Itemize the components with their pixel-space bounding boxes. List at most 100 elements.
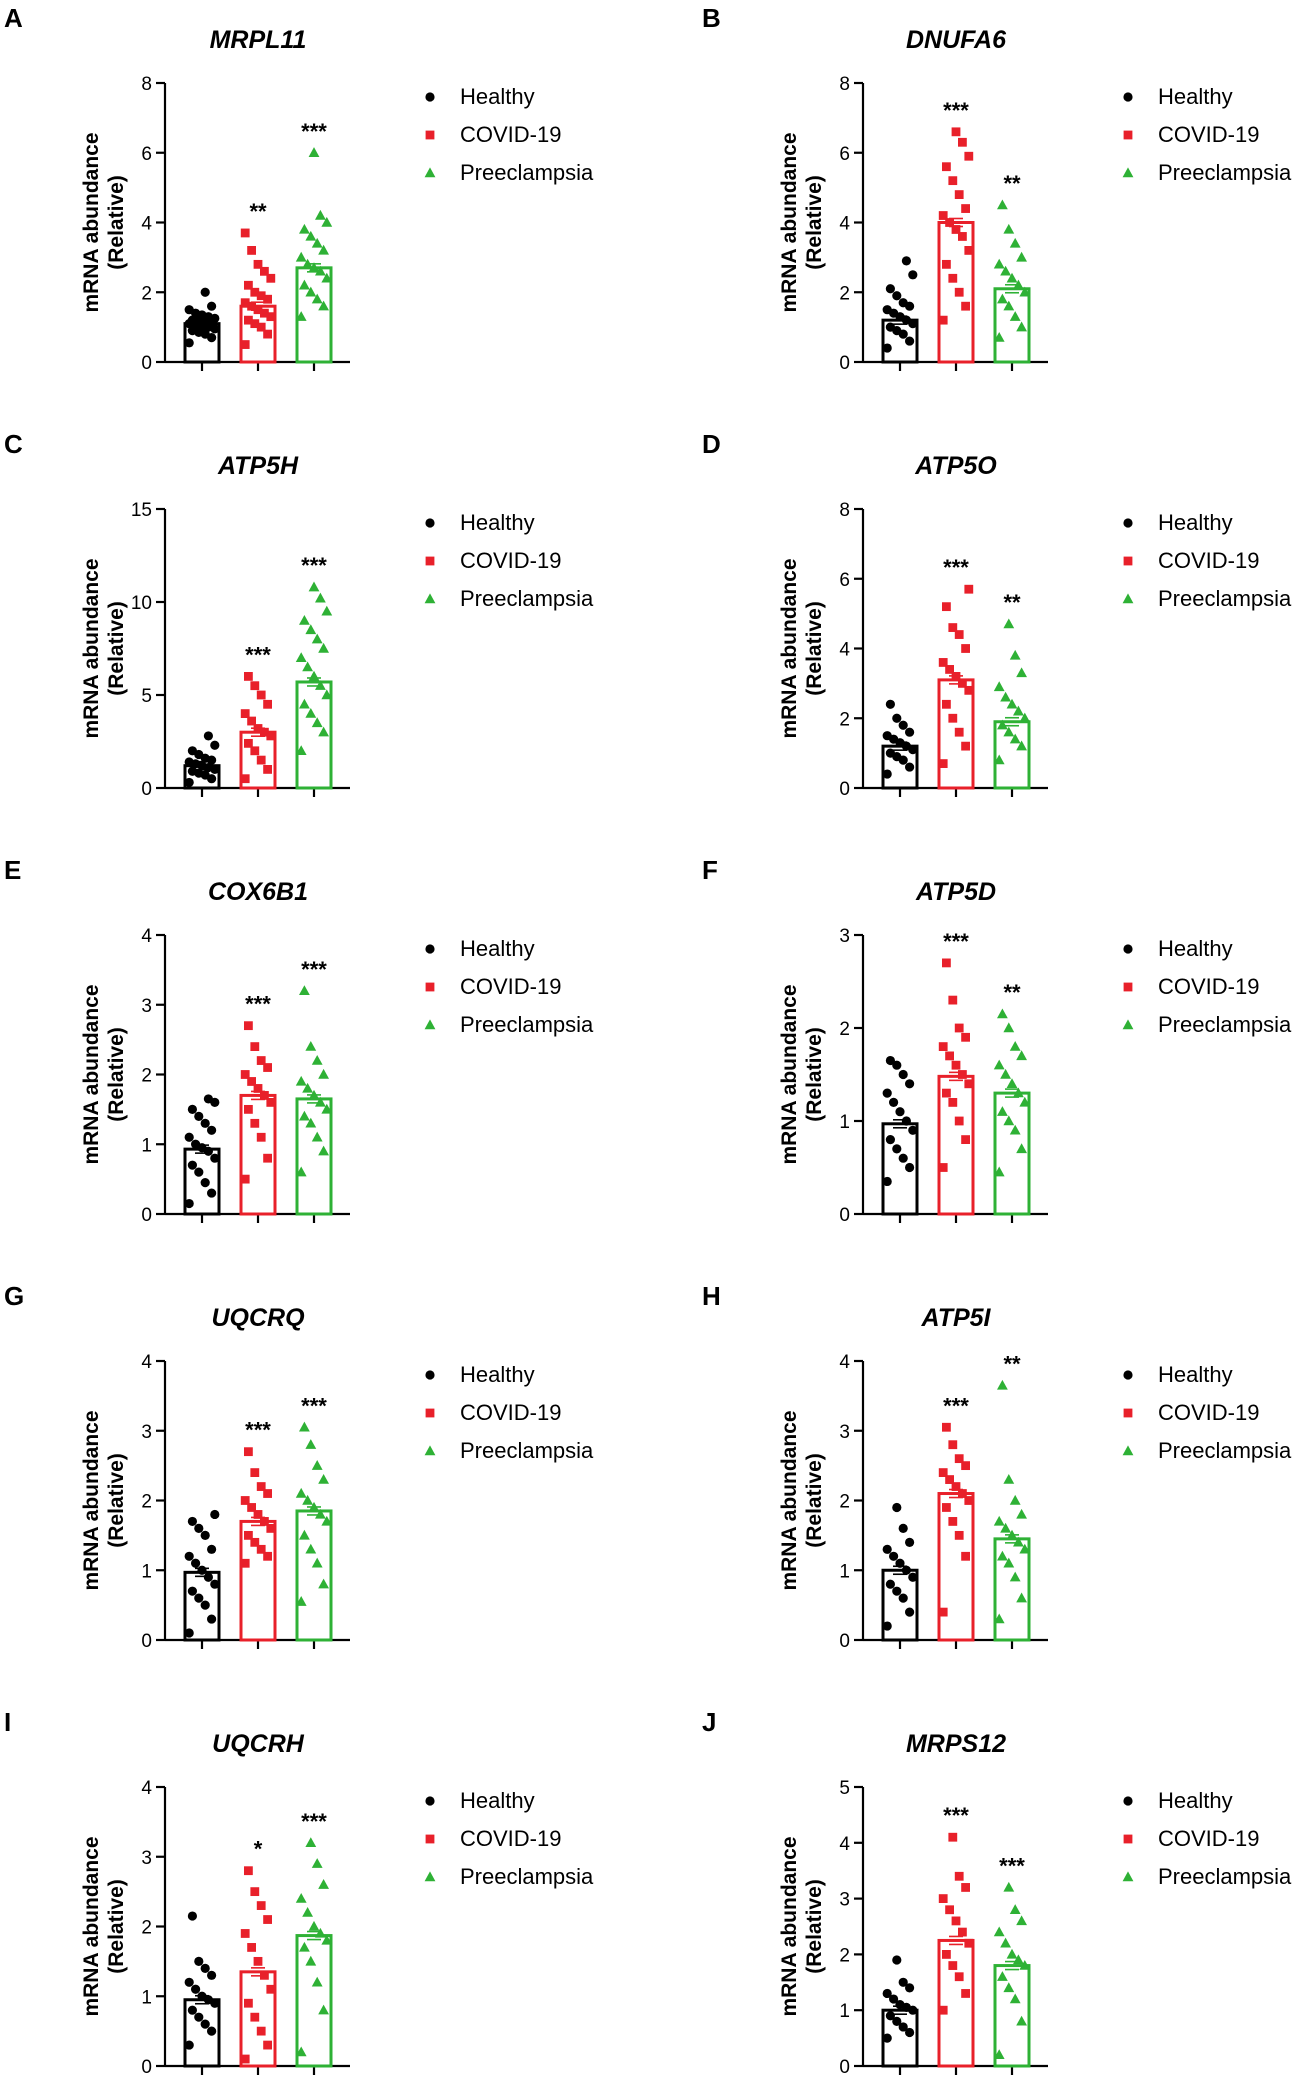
data-point-healthy: [882, 769, 892, 779]
data-point-covid-19: [951, 225, 961, 234]
data-point-covid-19: [938, 2005, 948, 2015]
y-tick-label: 2: [141, 283, 152, 304]
data-point-healthy: [207, 1188, 217, 1198]
data-point-preeclampsia: [997, 1008, 1008, 1019]
data-point-preeclampsia: [308, 1920, 320, 1931]
data-point-healthy: [892, 1955, 902, 1965]
significance-label: **: [1003, 980, 1021, 1005]
legend-label: Healthy: [1158, 510, 1233, 535]
data-point-preeclampsia: [1006, 1948, 1018, 1959]
legend-marker-covid-19: [425, 1834, 435, 1844]
data-point-preeclampsia: [318, 642, 329, 653]
data-point-preeclampsia: [1016, 1050, 1027, 1061]
data-point-healthy: [908, 1572, 918, 1582]
data-point-preeclampsia: [1009, 1904, 1021, 1914]
data-point-healthy: [895, 1107, 905, 1117]
data-point-healthy: [901, 1565, 911, 1575]
data-point-covid-19: [945, 218, 954, 227]
data-point-preeclampsia: [321, 1103, 333, 1114]
data-point-preeclampsia: [315, 1096, 326, 1107]
data-point-preeclampsia: [997, 199, 1008, 210]
data-point-healthy: [184, 1551, 194, 1561]
data-point-healthy: [210, 1509, 220, 1520]
data-point-covid-19: [260, 308, 269, 318]
data-point-preeclampsia: [1013, 1536, 1024, 1547]
significance-label: **: [249, 199, 267, 224]
y-tick-label: 0: [839, 1205, 850, 1226]
bar-preeclampsia: [295, 1509, 333, 1642]
data-point-preeclampsia: [311, 1858, 323, 1868]
data-point-preeclampsia: [1009, 649, 1021, 660]
significance-label: **: [1003, 1351, 1021, 1376]
data-point-preeclampsia: [997, 1971, 1008, 1981]
legend-marker-preeclampsia: [424, 593, 436, 604]
data-point-preeclampsia: [321, 216, 333, 227]
y-tick-label: 6: [141, 144, 152, 165]
data-point-covid-19: [253, 259, 263, 269]
significance-label: ***: [999, 1853, 1025, 1878]
data-point-covid-19: [938, 315, 948, 325]
data-point-covid-19: [244, 1998, 253, 2008]
data-point-preeclampsia: [1016, 1915, 1027, 1926]
data-point-healthy: [200, 1178, 210, 1188]
panel-letter: I: [4, 1707, 11, 1737]
data-point-healthy: [882, 2033, 892, 2043]
data-point-preeclampsia: [311, 633, 323, 644]
legend-marker-healthy: [425, 518, 435, 528]
data-point-preeclampsia: [318, 1879, 329, 1889]
data-point-preeclampsia: [321, 272, 333, 283]
data-point-healthy: [898, 2022, 908, 2032]
data-point-covid-19: [951, 1482, 961, 1491]
data-point-covid-19: [244, 1021, 253, 1031]
data-point-healthy: [905, 1983, 915, 1993]
significance-label: ***: [943, 929, 969, 954]
legend-label: Healthy: [460, 1362, 535, 1387]
data-point-preeclampsia: [997, 1550, 1008, 1561]
y-tick-label: 8: [141, 74, 152, 95]
data-point-preeclampsia: [993, 1059, 1005, 1070]
data-point-covid-19: [266, 1524, 276, 1533]
data-point-covid-19: [942, 699, 951, 709]
data-point-covid-19: [240, 298, 250, 308]
data-point-preeclampsia: [302, 1494, 313, 1505]
y-tick-label: 4: [839, 640, 850, 661]
y-tick-label: 8: [839, 500, 850, 521]
data-point-preeclampsia: [299, 1529, 310, 1540]
data-point-covid-19: [954, 630, 964, 639]
data-point-preeclampsia: [295, 652, 307, 662]
y-tick-label: 1: [141, 1987, 152, 2008]
data-point-healthy: [194, 1167, 204, 1177]
data-point-preeclampsia: [1009, 1993, 1021, 2004]
data-point-healthy: [885, 748, 895, 758]
data-point-covid-19: [256, 1901, 266, 1910]
data-point-preeclampsia: [1000, 691, 1011, 702]
data-point-healthy: [187, 746, 197, 756]
legend-label: Preeclampsia: [460, 1864, 594, 1889]
data-point-healthy: [207, 1970, 217, 1980]
data-point-covid-19: [260, 1091, 269, 1100]
data-point-preeclampsia: [1009, 237, 1021, 248]
data-point-covid-19: [244, 1866, 253, 1876]
legend-marker-healthy: [1123, 944, 1133, 954]
panel-letter: G: [4, 1281, 24, 1311]
data-point-healthy: [200, 1963, 210, 1973]
significance-label: ***: [301, 1809, 327, 1834]
data-point-covid-19: [958, 1927, 967, 1937]
panel-letter: F: [702, 855, 718, 885]
data-point-healthy: [905, 762, 915, 772]
data-point-covid-19: [938, 1163, 948, 1172]
data-point-covid-19: [250, 1537, 260, 1547]
legend-marker-preeclampsia: [1122, 1445, 1134, 1456]
y-axis-title: mRNA abundance: [80, 984, 103, 1164]
data-point-preeclampsia: [1016, 321, 1027, 332]
y-tick-label: 0: [141, 2057, 152, 2078]
y-tick-label: 4: [141, 926, 152, 947]
y-axis-subtitle: (Relative): [803, 1453, 826, 1548]
data-point-healthy: [184, 2040, 194, 2050]
data-point-covid-19: [961, 301, 970, 311]
legend-marker-covid-19: [1123, 1834, 1133, 1844]
data-point-preeclampsia: [1000, 1522, 1011, 1533]
data-point-preeclampsia: [1019, 1096, 1031, 1107]
y-axis-title: mRNA abundance: [80, 132, 103, 312]
data-point-covid-19: [954, 1454, 964, 1464]
